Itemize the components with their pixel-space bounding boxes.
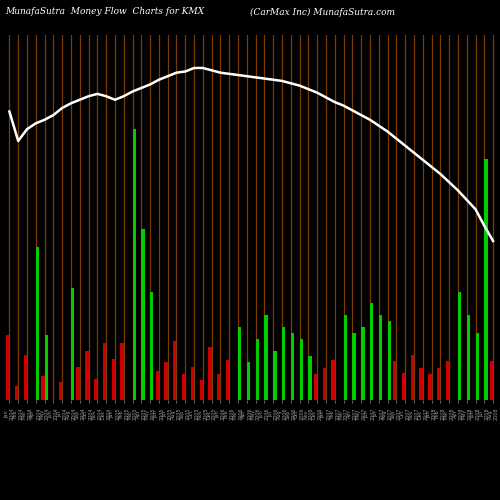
- Bar: [120, 344, 124, 400]
- Bar: [466, 315, 470, 400]
- Bar: [59, 382, 62, 400]
- Bar: [484, 158, 488, 400]
- Bar: [352, 333, 356, 400]
- Bar: [273, 350, 276, 400]
- Bar: [76, 367, 80, 400]
- Bar: [94, 379, 98, 400]
- Bar: [247, 362, 250, 400]
- Bar: [322, 368, 326, 400]
- Bar: [264, 315, 268, 400]
- Bar: [208, 347, 212, 400]
- Text: MunafaSutra  Money Flow  Charts for KMX: MunafaSutra Money Flow Charts for KMX: [5, 8, 204, 16]
- Bar: [379, 315, 382, 400]
- Bar: [71, 288, 74, 400]
- Bar: [15, 386, 18, 400]
- Bar: [226, 360, 230, 400]
- Bar: [256, 339, 259, 400]
- Bar: [190, 367, 194, 400]
- Bar: [370, 304, 374, 400]
- Bar: [437, 368, 440, 400]
- Bar: [173, 341, 176, 400]
- Bar: [344, 315, 347, 400]
- Text: (CarMax Inc) MunafaSutra.com: (CarMax Inc) MunafaSutra.com: [250, 8, 395, 16]
- Bar: [282, 327, 286, 400]
- Bar: [458, 292, 462, 400]
- Bar: [200, 380, 203, 400]
- Bar: [410, 356, 414, 400]
- Bar: [182, 374, 186, 400]
- Bar: [112, 359, 115, 400]
- Bar: [150, 292, 154, 400]
- Bar: [490, 361, 493, 400]
- Bar: [332, 360, 335, 400]
- Bar: [393, 361, 396, 400]
- Bar: [41, 376, 44, 400]
- Bar: [132, 129, 136, 400]
- Bar: [24, 356, 27, 400]
- Bar: [314, 374, 317, 400]
- Bar: [308, 356, 312, 400]
- Bar: [238, 327, 242, 400]
- Bar: [361, 327, 364, 400]
- Bar: [36, 247, 39, 400]
- Bar: [142, 230, 144, 400]
- Bar: [6, 335, 10, 400]
- Bar: [420, 368, 422, 400]
- Bar: [388, 321, 391, 400]
- Bar: [446, 361, 449, 400]
- Bar: [291, 333, 294, 400]
- Bar: [217, 374, 220, 400]
- Bar: [476, 333, 479, 400]
- Bar: [156, 370, 159, 400]
- Bar: [85, 350, 88, 400]
- Bar: [103, 344, 106, 400]
- Bar: [402, 373, 405, 400]
- Bar: [300, 339, 303, 400]
- Bar: [428, 374, 432, 400]
- Bar: [164, 362, 168, 400]
- Bar: [44, 335, 48, 400]
